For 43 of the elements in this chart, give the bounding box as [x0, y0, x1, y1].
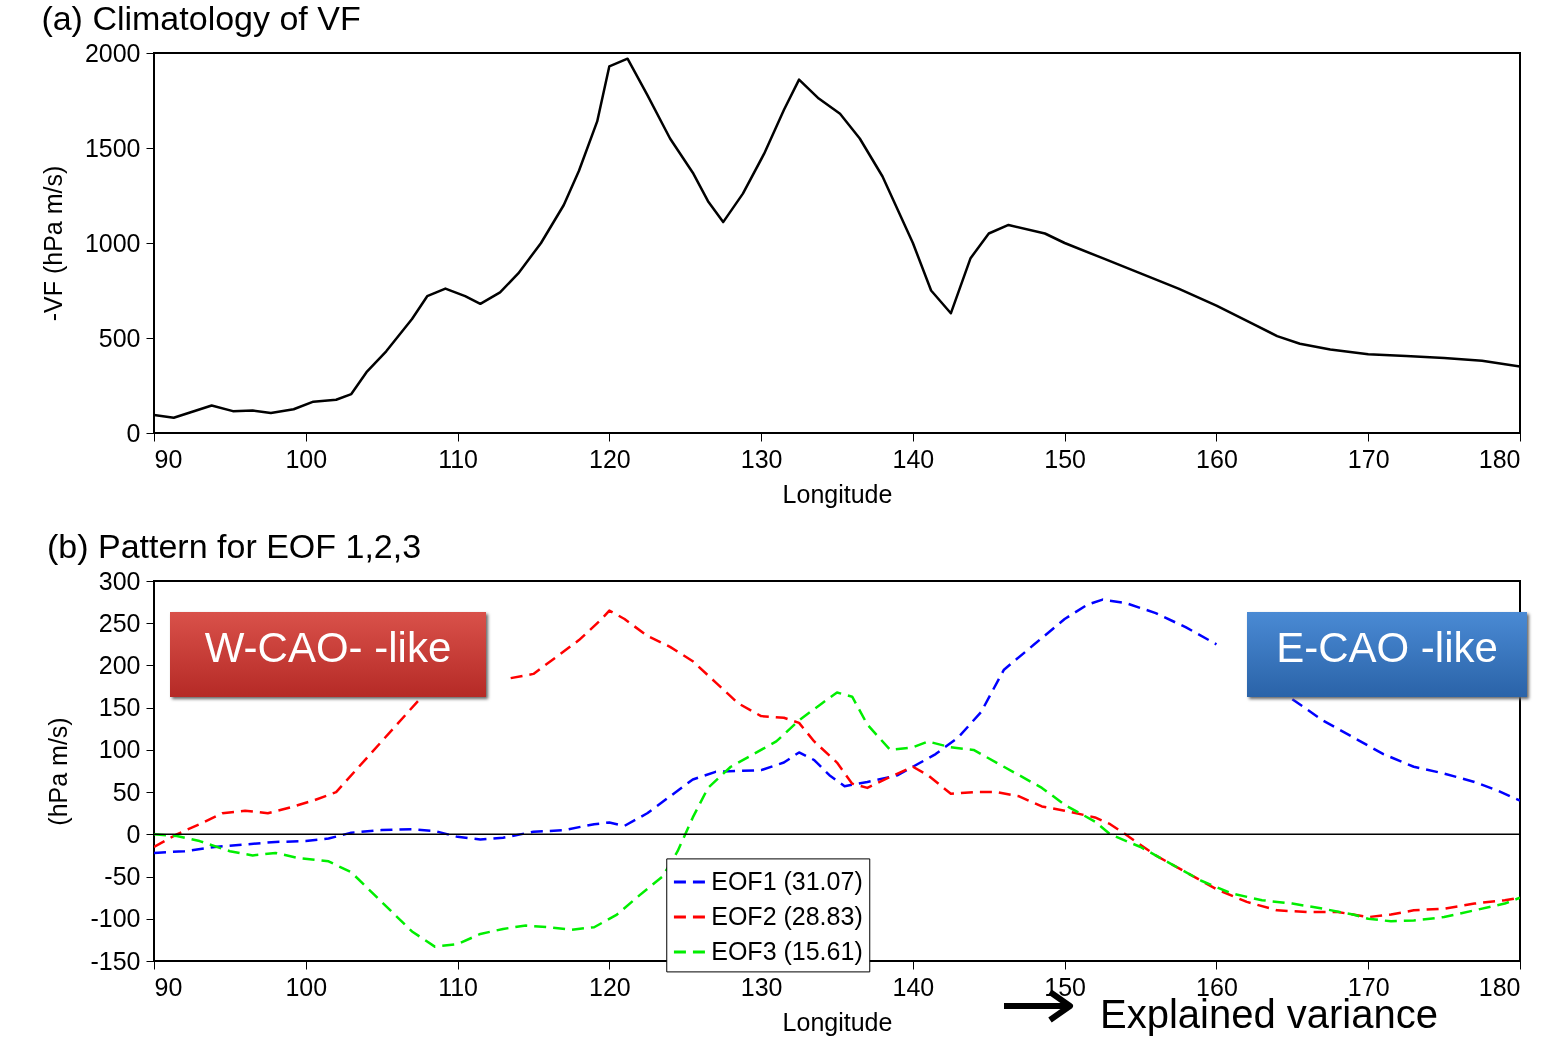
y-tick-label: 0: [126, 418, 141, 447]
x-axis-title: Longitude: [782, 1007, 893, 1036]
y-tick-label: 50: [112, 777, 141, 806]
x-tick-label: 90: [154, 972, 183, 1001]
y-tick-label: 2000: [84, 38, 141, 67]
x-tick-label: 170: [1347, 444, 1390, 473]
y-tick-label: -50: [104, 862, 141, 891]
y-tick-label: 150: [98, 693, 141, 722]
y-tick-label: 1500: [84, 133, 141, 162]
x-tick-label: 140: [892, 444, 935, 473]
legend-label: EOF3 (15.61): [711, 936, 863, 965]
x-tick-label: 100: [285, 972, 328, 1001]
y-tick-label: 1000: [84, 228, 141, 257]
y-tick-label: -100: [90, 904, 141, 933]
legend-label: EOF2 (28.83): [711, 901, 863, 930]
x-tick-label: 180: [1478, 972, 1521, 1001]
x-tick-label: 120: [588, 444, 631, 473]
annotation: W-CAO- -like: [170, 612, 486, 697]
y-tick-label: -150: [90, 946, 141, 975]
y-axis-title: (hPa m/s): [44, 717, 73, 826]
x-tick-label: 110: [438, 444, 478, 473]
x-axis-title: Longitude: [782, 479, 893, 508]
x-tick-label: 150: [1044, 444, 1087, 473]
x-tick-label: 180: [1478, 444, 1521, 473]
y-tick-label: 300: [98, 566, 141, 595]
y-tick-label: 500: [98, 323, 141, 352]
y-tick-label: 100: [98, 735, 141, 764]
y-tick-label: 200: [98, 650, 141, 679]
annotation: E-CAO -like: [1247, 612, 1527, 697]
legend-label: EOF1 (31.07): [711, 866, 863, 895]
x-tick-label: 130: [740, 444, 783, 473]
x-tick-label: 120: [588, 972, 631, 1001]
chart-title: (a) Climatology of VF: [41, 0, 361, 37]
x-tick-label: 90: [154, 444, 183, 473]
x-tick-label: 110: [438, 972, 478, 1001]
x-tick-label: 130: [740, 972, 783, 1001]
x-tick-label: 160: [1196, 444, 1238, 473]
x-tick-label: 100: [285, 444, 328, 473]
x-tick-label: 140: [892, 972, 935, 1001]
y-tick-label: 250: [98, 608, 141, 637]
y-tick-label: 0: [126, 819, 141, 848]
y-axis-title: -VF (hPa m/s): [38, 165, 67, 322]
chart-title: (b) Pattern for EOF 1,2,3: [46, 527, 422, 565]
